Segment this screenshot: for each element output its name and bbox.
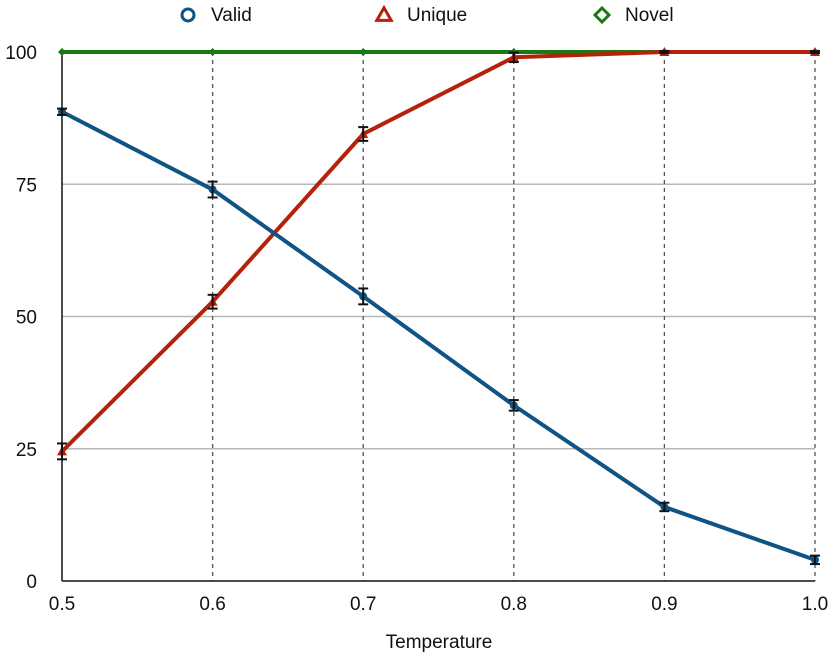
data-point [359,48,368,56]
error-bar [207,293,218,310]
x-tick-label: 1.0 [802,594,828,615]
error-bar [358,287,369,306]
series-line-unique [60,50,817,454]
legend-label: Valid [211,5,252,26]
error-bar [810,49,820,55]
legend-item-unique: Unique [374,4,467,26]
y-tick-label: 75 [16,175,37,196]
data-point [58,48,66,56]
legend-marker-circle [180,7,196,23]
error-bar [57,442,67,461]
legend-marker-triangle [374,4,394,22]
data-point [208,48,217,56]
legend: Valid Unique Novel [180,4,674,26]
x-tick-label: 0.8 [501,594,527,615]
y-tick-label: 0 [26,572,37,593]
error-bar [810,554,820,566]
grid [62,51,816,581]
x-tick-label: 0.7 [350,594,376,615]
error-bar [659,49,670,55]
error-bar [659,501,670,513]
x-axis-title: Temperature [386,632,493,653]
axes: 0 25 50 75 100 0.5 0.6 0.7 0.8 0.9 1.0 [5,43,828,615]
error-bar [207,180,218,199]
series-valid [57,107,820,566]
error-bar [57,107,67,116]
x-tick-label: 0.5 [49,594,75,615]
y-tick-label: 100 [5,43,37,64]
error-bar [508,51,519,64]
legend-label: Novel [625,5,674,26]
series-layer [57,47,820,566]
legend-marker-diamond [592,5,612,25]
series-unique [57,47,820,461]
legend-label: Unique [407,5,467,26]
series-line-valid [60,109,817,562]
y-tick-label: 50 [16,308,37,329]
legend-item-valid: Valid [180,5,252,26]
x-tick-label: 0.9 [651,594,677,615]
error-bar [508,399,519,412]
legend-item-novel: Novel [592,5,674,26]
x-tick-label: 0.6 [199,594,225,615]
error-bar [358,126,369,142]
y-tick-label: 25 [16,440,37,461]
